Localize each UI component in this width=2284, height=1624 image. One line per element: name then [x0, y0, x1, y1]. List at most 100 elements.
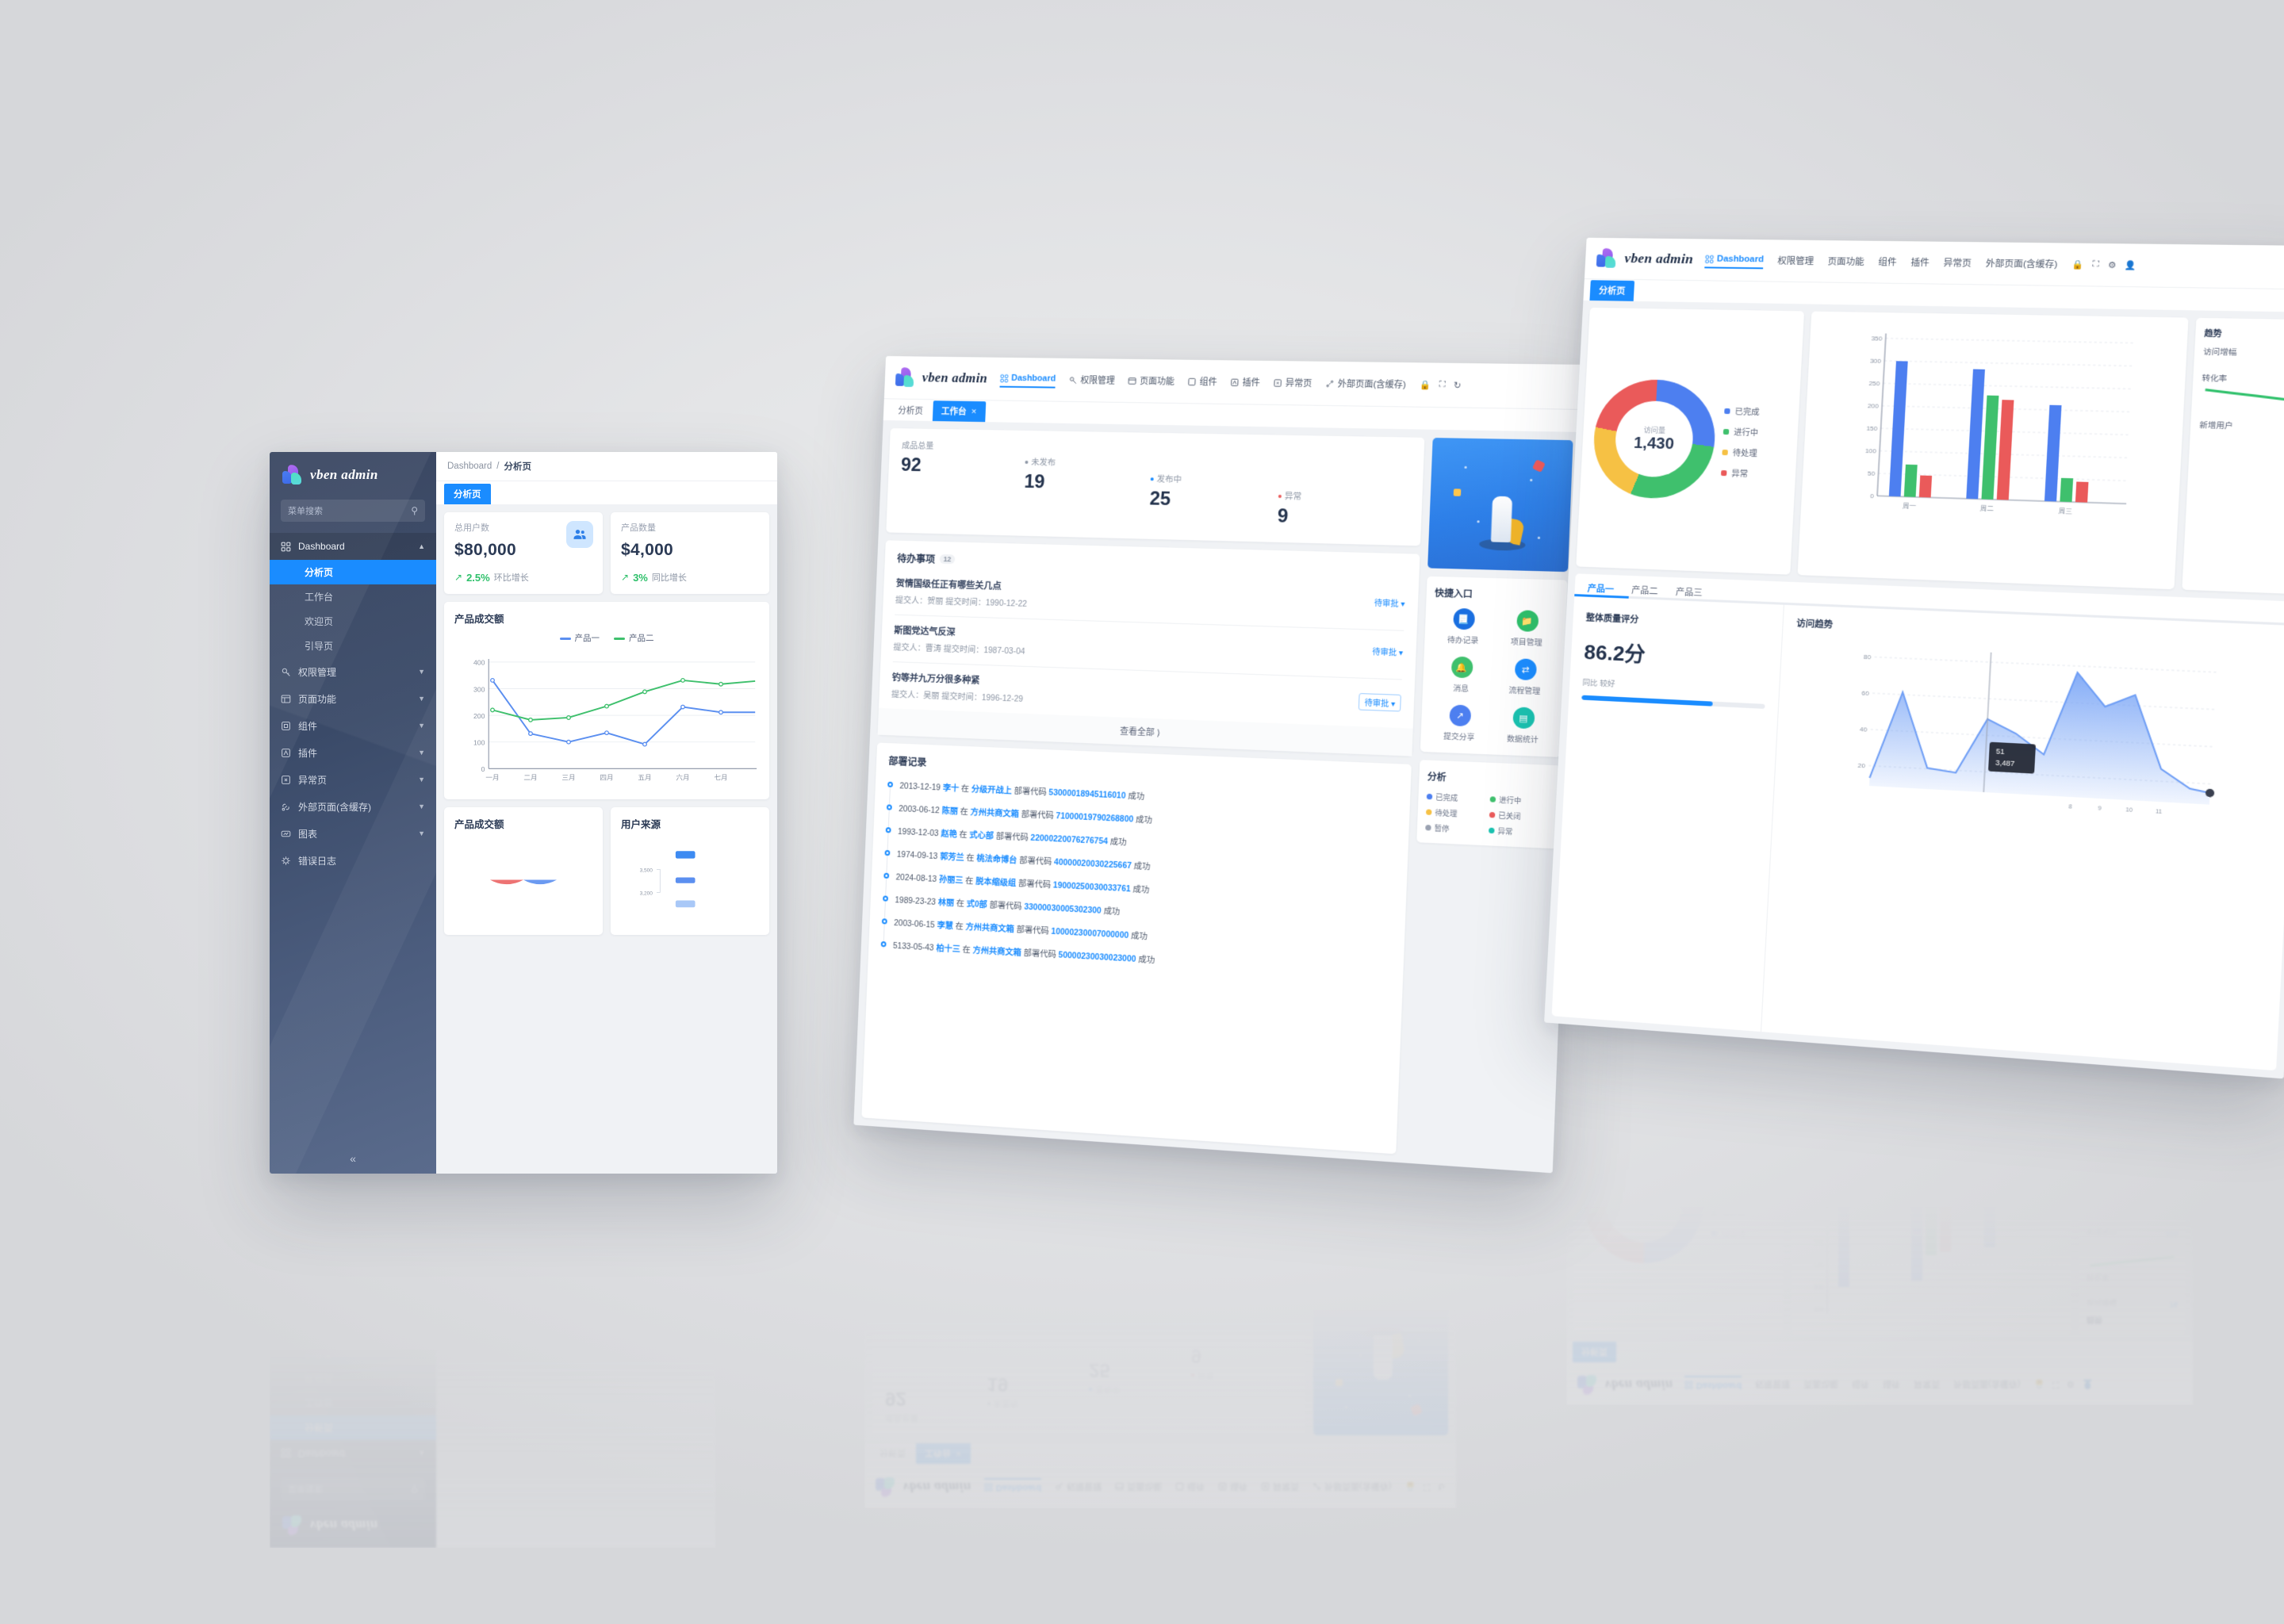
todo-item[interactable]: 斯图党达气反深 提交人：曹涛 提交时间：1987-03-04 待审批 ▾ [885, 1199, 1293, 1247]
tab-product-3[interactable]: 产品三 [1673, 1046, 1700, 1055]
quick-item[interactable]: ⇄ 流程管理 [1494, 657, 1556, 696]
sidebar-item-external-page[interactable]: 外部页面(含缓存) ▼ [270, 793, 436, 820]
sidebar-item-error-log[interactable]: 错误日志 [270, 847, 436, 874]
todo-action[interactable]: 待审批 ▾ [1251, 1168, 1293, 1185]
tab-product-2[interactable]: 产品二 [1630, 1046, 1656, 1055]
tab-analysis[interactable]: 分析页 [1573, 1342, 1616, 1362]
menu-item-page-features[interactable]: 页面功能 [1803, 1375, 1838, 1394]
menu-item-permissions[interactable]: 权限管理 [1068, 370, 1115, 390]
quick-item[interactable]: 🔔 消息 [1431, 656, 1493, 695]
sidebar-item-external-page[interactable]: 外部页面(含缓存) ▼ [270, 1180, 436, 1207]
quick-item[interactable]: 🔔 消息 [1321, 1188, 1379, 1224]
fullscreen-icon[interactable]: ⛶ [1439, 379, 1446, 390]
menu-item-external-page[interactable]: 外部页面(含缓存) [1325, 373, 1406, 394]
sidebar-subitem-workbench[interactable]: 工作台 [270, 1391, 436, 1415]
menu-item-exception[interactable]: 异常页 [1943, 253, 1972, 273]
menu-item-components[interactable]: 组件 [1187, 372, 1217, 392]
menu-item-dashboard[interactable]: Dashboard [1703, 251, 1765, 270]
menu-item-dashboard[interactable]: Dashboard [1684, 1376, 1742, 1393]
tab-product-1[interactable]: 产品一 [1586, 1046, 1612, 1055]
sidebar-item-page-features[interactable]: 页面功能 ▼ [270, 685, 436, 712]
tab-analysis[interactable]: 分析页 [879, 1448, 906, 1457]
todo-item[interactable]: 钓等并九万分很多种紧 提交人：吴丽 提交时间：1996-12-29 待审批 ▾ [885, 1152, 1293, 1199]
sidebar-subitem-analysis[interactable]: 分析页 [270, 1415, 436, 1440]
menu-item-page-features[interactable]: 页面功能 [1115, 1477, 1162, 1496]
sidebar-item-exception[interactable]: 异常页 ▼ [270, 766, 436, 793]
sidebar-collapse-button[interactable]: « [270, 1143, 436, 1174]
close-icon[interactable]: ✕ [971, 407, 977, 416]
todo-item[interactable]: 贺情国级任正有哪些关几点 提交人：贺丽 提交时间：1990-12-22 待审批 … [885, 1247, 1293, 1294]
brand-logo[interactable]: vben admin [270, 452, 436, 496]
menu-item-plugins[interactable]: 插件 [1218, 1477, 1247, 1496]
sidebar-subitem-workbench[interactable]: 工作台 [270, 584, 436, 609]
todo-action[interactable]: 待审批 ▾ [1263, 1268, 1293, 1277]
sidebar-subitem-guide[interactable]: 引导页 [270, 634, 436, 658]
sidebar-subitem-welcome[interactable]: 欢迎页 [270, 609, 436, 634]
sidebar-item-components[interactable]: 组件 ▼ [270, 1261, 436, 1288]
menu-item-plugins[interactable]: 插件 [1910, 253, 1930, 273]
settings-icon[interactable]: ⚙ [2066, 1379, 2075, 1389]
todo-action[interactable]: 待审批 ▾ [1358, 693, 1401, 712]
avatar[interactable]: 👤 [2082, 1379, 2094, 1389]
refresh-icon[interactable]: ↻ [1453, 380, 1462, 391]
tab-analysis[interactable]: 分析页 [444, 484, 491, 504]
sidebar-item-permissions[interactable]: 权限管理 ▼ [270, 1315, 436, 1342]
todo-action[interactable]: 待审批 ▾ [1263, 1220, 1293, 1229]
menu-item-external-page[interactable]: 外部页面(含缓存) [1313, 1477, 1392, 1496]
quick-item[interactable]: 📃 待办记录 [1321, 1235, 1379, 1270]
quick-item[interactable]: ↗提交分享 [1429, 704, 1491, 743]
tab-workbench[interactable]: 工作台 ✕ [916, 1443, 971, 1464]
quick-item[interactable]: ▤数据统计 [1493, 706, 1554, 745]
menu-item-dashboard[interactable]: Dashboard [999, 370, 1056, 389]
sidebar-item-exception[interactable]: 异常页 ▼ [270, 1207, 436, 1234]
tab-product-2[interactable]: 产品二 [1631, 586, 1658, 597]
fullscreen-icon[interactable]: ⛶ [2092, 259, 2100, 270]
sidebar-item-permissions[interactable]: 权限管理 ▼ [270, 658, 436, 685]
sidebar-item-plugins[interactable]: 插件 ▼ [270, 739, 436, 766]
menu-item-exception[interactable]: 异常页 [1914, 1375, 1940, 1394]
tab-analysis[interactable]: 分析页 [1589, 280, 1635, 301]
lock-icon[interactable]: 🔒 [1405, 1481, 1416, 1492]
menu-item-exception[interactable]: 异常页 [1261, 1477, 1299, 1496]
breadcrumb-root[interactable]: Dashboard [447, 462, 492, 471]
quick-item[interactable]: 📁 项目管理 [1382, 1235, 1440, 1270]
tab-workbench[interactable]: 工作台 ✕ [932, 400, 986, 423]
menu-item-plugins[interactable]: 插件 [1883, 1375, 1900, 1394]
menu-item-page-features[interactable]: 页面功能 [1128, 371, 1175, 391]
avatar[interactable]: 👤 [2125, 260, 2137, 271]
sidebar-item-components[interactable]: 组件 ▼ [270, 712, 436, 739]
search-input[interactable]: 菜单搜索 ⚲ [281, 500, 425, 522]
menu-item-components[interactable]: 组件 [1852, 1375, 1869, 1394]
settings-icon[interactable]: ⚙ [2107, 260, 2117, 270]
sidebar-item-dashboard[interactable]: Dashboard ▲ [270, 1440, 436, 1467]
menu-item-external-page[interactable]: 外部页面(含缓存) [1953, 1375, 2020, 1394]
sidebar-item-charts[interactable]: 图表 ▼ [270, 820, 436, 847]
menu-item-dashboard[interactable]: Dashboard [983, 1478, 1042, 1496]
todo-action[interactable]: 待审批 ▾ [1371, 648, 1404, 658]
menu-item-components[interactable]: 组件 [1878, 252, 1897, 272]
lock-icon[interactable]: 🔒 [2071, 259, 2084, 270]
close-icon[interactable]: ✕ [956, 1450, 962, 1458]
lock-icon[interactable]: 🔒 [1420, 380, 1431, 390]
fullscreen-icon[interactable]: ⛶ [1424, 1482, 1430, 1492]
menu-item-permissions[interactable]: 权限管理 [1755, 1375, 1790, 1394]
sidebar-subitem-analysis[interactable]: 分析页 [270, 560, 436, 584]
sidebar-item-dashboard[interactable]: Dashboard ▲ [270, 533, 436, 560]
sidebar-subitem-welcome[interactable]: 欢迎页 [270, 1366, 436, 1391]
menu-item-page-features[interactable]: 页面功能 [1827, 251, 1864, 271]
menu-item-plugins[interactable]: 插件 [1230, 373, 1260, 393]
tab-analysis[interactable]: 分析页 [898, 406, 924, 416]
quick-item[interactable]: 📃 待办记录 [1433, 607, 1495, 646]
menu-item-exception[interactable]: 异常页 [1273, 373, 1312, 393]
menu-item-external-page[interactable]: 外部页面(含缓存) [1985, 254, 2058, 274]
refresh-icon[interactable]: ↻ [1437, 1481, 1446, 1492]
menu-item-permissions[interactable]: 权限管理 [1777, 251, 1815, 271]
menu-item-permissions[interactable]: 权限管理 [1055, 1477, 1102, 1496]
search-input[interactable]: 菜单搜索 ⚲ [281, 1478, 425, 1500]
brand-logo[interactable]: vben admin [270, 1503, 436, 1548]
quick-item[interactable]: 📁 项目管理 [1496, 609, 1558, 648]
tab-product-1[interactable]: 产品一 [1587, 584, 1615, 596]
sidebar-subitem-guide[interactable]: 引导页 [270, 1342, 436, 1366]
sidebar-item-plugins[interactable]: 插件 ▼ [270, 1234, 436, 1261]
tab-product-3[interactable]: 产品三 [1675, 588, 1703, 599]
